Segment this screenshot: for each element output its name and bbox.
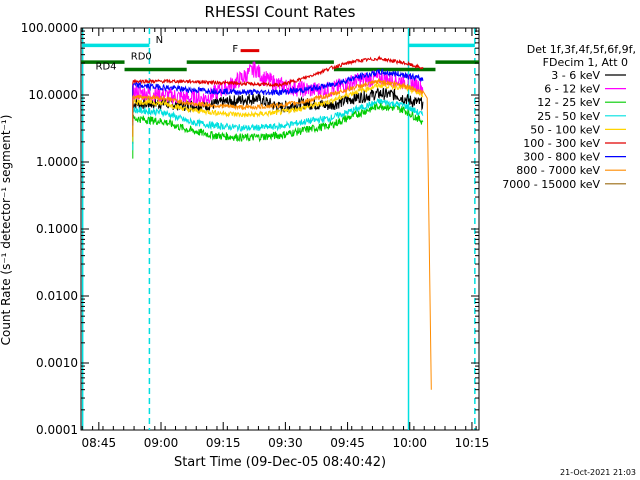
- y-tick-label: 10.0000: [28, 88, 78, 102]
- legend-entry-label: 50 - 100 keV: [530, 123, 600, 136]
- legend: Det 1f,3f,4f,5f,6f,9f, FDecim 1, Att 0 3…: [502, 43, 636, 191]
- x-axis-label: Start Time (09-Dec-05 08:40:42): [174, 455, 386, 470]
- night-label: N: [156, 35, 163, 46]
- y-axis: 0.0001 0.0010 0.0100 0.1000 1.0000 10.0000 100…: [21, 21, 479, 437]
- x-tick-label: 09:15: [206, 436, 241, 450]
- rd0-label: RD0: [131, 51, 152, 62]
- x-tick-label: 10:15: [455, 436, 490, 450]
- x-tick-label: 08:45: [82, 436, 117, 450]
- y-tick-label: 0.1000: [36, 222, 78, 236]
- series-layer: [132, 55, 432, 390]
- y-tick-label: 0.0100: [36, 289, 78, 303]
- legend-entry-label: 7000 - 15000 keV: [502, 178, 600, 191]
- chart-title: RHESSI Count Rates: [205, 3, 356, 21]
- y-tick-label: 100.0000: [21, 21, 78, 35]
- x-tick-label: 09:00: [144, 436, 179, 450]
- legend-header-line-2: FDecim 1, Att 0: [543, 56, 628, 69]
- y-axis-label: Count Rate (s⁻¹ detector⁻¹ segment⁻¹): [0, 115, 13, 346]
- x-axis: 08:45 09:00 09:15 09:30 09:45 10:00 10:15: [82, 28, 490, 450]
- series-line: [132, 69, 424, 126]
- legend-entry-label: 25 - 50 keV: [537, 110, 600, 123]
- legend-entry-label: 100 - 300 keV: [523, 137, 600, 150]
- x-tick-label: 09:45: [330, 436, 365, 450]
- y-tick-label: 0.0001: [36, 423, 78, 437]
- legend-header-line-1: Det 1f,3f,4f,5f,6f,9f,: [527, 43, 636, 56]
- series-line: [132, 101, 424, 159]
- y-tick-label: 1.0000: [36, 155, 78, 169]
- y-tick-label: 0.0010: [36, 356, 78, 370]
- x-tick-label: 10:00: [392, 436, 427, 450]
- series-line: [132, 77, 432, 390]
- flare-label: F: [232, 44, 238, 55]
- rd4-label: RD4: [96, 62, 117, 73]
- series-line: [132, 98, 424, 151]
- series-line: [132, 55, 424, 122]
- legend-entry-label: 300 - 800 keV: [523, 151, 600, 164]
- footer-date: 21-Oct-2021 21:03: [560, 468, 636, 477]
- series-line: [132, 61, 424, 133]
- legend-entry-label: 6 - 12 keV: [544, 83, 600, 96]
- legend-entry-label: 12 - 25 keV: [537, 96, 600, 109]
- x-tick-label: 09:30: [268, 436, 303, 450]
- legend-entry-label: 3 - 6 keV: [551, 69, 600, 82]
- series-line: [132, 82, 424, 142]
- legend-entry-label: 800 - 7000 keV: [516, 164, 600, 177]
